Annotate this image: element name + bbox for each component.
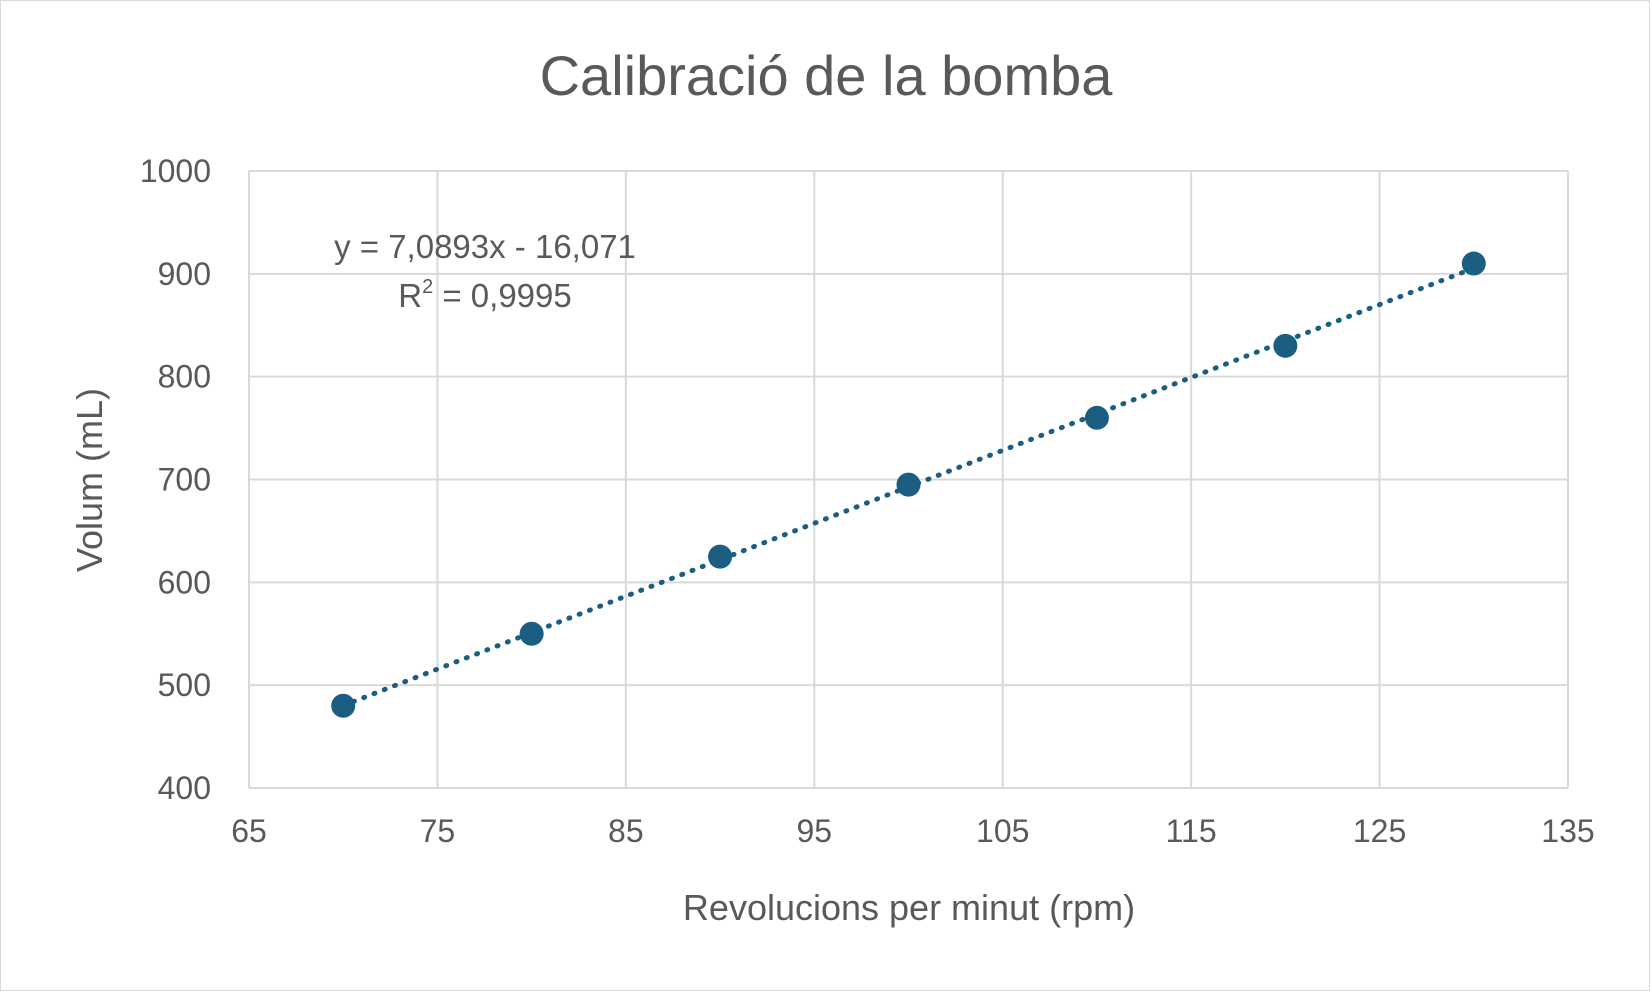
x-axis-label: Revolucions per minut (rpm) [683,887,1135,928]
data-point-2 [708,544,733,569]
trendline-r-squared: R2 = 0,9995 [398,276,572,314]
x-tick-label-2: 85 [608,813,644,849]
x-tick-label-0: 65 [231,813,267,849]
x-tick-label-1: 75 [420,813,456,849]
x-tick-label-7: 135 [1541,813,1594,849]
y-tick-label-1: 500 [158,667,211,703]
y-tick-label-0: 400 [158,770,211,806]
r-squared-prefix: R [398,277,422,314]
x-tick-label-3: 95 [796,813,832,849]
data-point-4 [1084,405,1109,430]
x-axis-ticks: 65 75 85 95 105 115 125 135 [231,813,1594,849]
data-point-0 [331,693,356,718]
data-point-5 [1273,333,1298,358]
chart-title: Calibració de la bomba [540,44,1114,107]
x-tick-label-5: 115 [1166,813,1217,849]
data-points [331,251,1486,718]
trendline-equation: y = 7,0893x - 16,071 [334,228,636,265]
r-squared-superscript: 2 [422,276,433,298]
y-tick-label-2: 600 [158,564,211,600]
y-axis-ticks: 400 500 600 700 800 900 1000 [140,153,211,806]
data-point-1 [519,621,544,646]
r-squared-value: = 0,9995 [433,277,572,314]
x-tick-label-6: 125 [1353,813,1406,849]
data-point-6 [1461,251,1486,276]
data-point-3 [896,472,921,497]
y-tick-label-4: 800 [158,359,211,395]
y-tick-label-5: 900 [158,256,211,292]
y-tick-label-3: 700 [158,462,211,498]
y-axis-label: Volum (mL) [69,388,110,572]
grid-lines [248,170,1569,789]
x-tick-label-4: 105 [976,813,1029,849]
y-tick-label-6: 1000 [140,153,211,189]
